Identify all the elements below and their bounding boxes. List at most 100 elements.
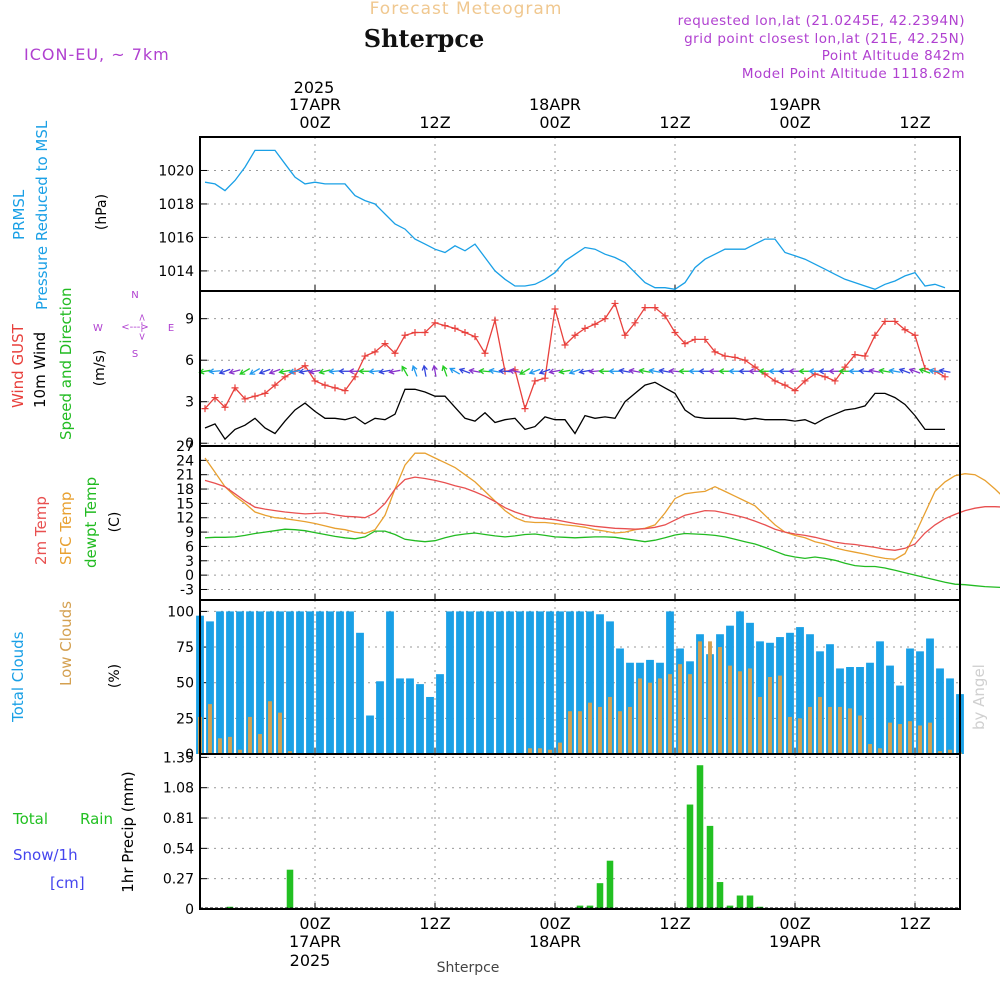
low-cloud-bar xyxy=(858,715,862,754)
wind-direction-arrow xyxy=(421,364,428,377)
arrow-head xyxy=(728,368,735,375)
total-cloud-bar xyxy=(586,611,594,754)
gust-marker xyxy=(621,331,629,339)
gust-marker xyxy=(321,381,329,389)
gust-marker xyxy=(661,312,669,320)
wind-direction-arrow xyxy=(498,368,511,375)
low-cloud-bar xyxy=(268,701,272,754)
total-cloud-bar xyxy=(436,674,444,754)
wind-direction-arrow xyxy=(858,368,871,375)
sfc-temp-line xyxy=(204,452,1000,560)
temp-dewpt-label: dewpt Temp xyxy=(82,477,100,568)
arrow-shaft xyxy=(442,365,448,377)
total-cloud-bar xyxy=(306,611,314,754)
arrow-shaft xyxy=(879,369,891,373)
arrow-head xyxy=(328,368,335,375)
gust-marker xyxy=(371,348,379,356)
wind-direction-arrow xyxy=(628,367,641,375)
total-cloud-bar xyxy=(386,611,394,754)
gust-marker xyxy=(341,387,349,395)
wind-direction-arrow xyxy=(239,367,251,375)
arrow-shaft xyxy=(899,368,911,374)
low-cloud-bar xyxy=(248,716,252,754)
total-cloud-bar xyxy=(256,611,264,754)
y-tick-label: 1018 xyxy=(158,197,194,213)
arrow-head xyxy=(778,368,785,375)
wind-direction-arrow xyxy=(608,368,621,375)
arrow-head xyxy=(898,367,905,374)
author-credit: by Angel xyxy=(970,664,988,730)
arrow-head xyxy=(421,364,428,371)
arrow-head xyxy=(278,368,285,375)
wind-speed-direction-label: Speed and Direction xyxy=(57,287,75,440)
y-tick-label: 0 xyxy=(185,747,194,763)
precip-bar xyxy=(736,895,744,909)
y-tick-label: 0.54 xyxy=(163,841,194,857)
low-cloud-bar xyxy=(558,742,562,754)
gust-marker xyxy=(721,352,729,360)
arrow-shaft xyxy=(433,365,437,377)
compass-north: N xyxy=(131,290,138,301)
wind-direction-arrow xyxy=(378,368,391,375)
total-cloud-bar xyxy=(556,611,564,754)
gust-marker xyxy=(531,377,539,385)
total-cloud-bar xyxy=(806,634,814,754)
total-cloud-bar xyxy=(786,632,794,754)
total-cloud-bar xyxy=(216,611,224,754)
wind-direction-arrow xyxy=(638,367,651,375)
total-cloud-bar xyxy=(936,668,944,754)
arrow-head xyxy=(348,368,355,375)
pressure-unit-label: (hPa) xyxy=(94,194,110,230)
y-tick-label: 9 xyxy=(185,525,194,541)
gust-marker xyxy=(391,349,399,357)
top-time-label: 12Z xyxy=(419,113,450,132)
compass-horizontal: <---> xyxy=(121,322,149,333)
y-tick-label: 75 xyxy=(176,640,194,656)
y-tick-label: 50 xyxy=(176,676,194,692)
y-tick-label: 1.35 xyxy=(163,750,194,766)
total-cloud-bar xyxy=(906,648,914,754)
arrow-shaft xyxy=(629,369,641,373)
arrow-shaft xyxy=(369,370,381,373)
arrow-head xyxy=(548,368,555,375)
low-cloud-bar xyxy=(648,682,652,754)
arrow-head xyxy=(648,367,655,375)
low-cloud-bar xyxy=(228,736,232,754)
y-tick-label: 6 xyxy=(185,539,194,555)
gust-marker xyxy=(641,304,649,312)
arrow-shaft xyxy=(479,370,491,373)
y-tick-label: 3 xyxy=(185,395,194,411)
total-cloud-bar xyxy=(246,611,254,754)
y-tick-label: 27 xyxy=(176,439,194,455)
dewpoint-line xyxy=(204,528,1000,589)
temp-2m-line xyxy=(204,476,1000,551)
top-time-label: 00Z xyxy=(299,113,330,132)
total-cloud-bar xyxy=(296,611,304,754)
wind-direction-arrow xyxy=(308,368,321,375)
wind-direction-arrow xyxy=(928,367,941,375)
arrow-shaft xyxy=(539,368,551,374)
low-cloud-bar xyxy=(758,696,762,754)
arrow-shaft xyxy=(423,365,427,377)
arrow-head xyxy=(808,368,815,375)
bottom-time-label: 12Z xyxy=(419,914,450,933)
arrow-shaft xyxy=(589,370,601,373)
bottom-date-label: 19APR xyxy=(769,932,821,951)
top-date-label: 18APR xyxy=(529,95,581,114)
arrow-shaft xyxy=(489,369,501,373)
wind-direction-arrow xyxy=(218,368,231,375)
arrow-shaft xyxy=(209,370,221,373)
y-tick-label: 100 xyxy=(167,604,194,620)
gust-marker xyxy=(871,331,879,339)
wind-direction-arrow xyxy=(568,368,581,375)
arrow-shaft xyxy=(919,368,931,374)
y-tick-label: 18 xyxy=(176,482,194,498)
y-tick-label: 21 xyxy=(176,468,194,484)
wind-direction-arrow xyxy=(848,368,861,375)
gust-marker xyxy=(401,331,409,339)
gust-marker xyxy=(521,405,529,413)
wind-direction-arrow xyxy=(298,368,311,375)
total-cloud-bar xyxy=(486,611,494,754)
low-cloud-bar xyxy=(738,671,742,754)
